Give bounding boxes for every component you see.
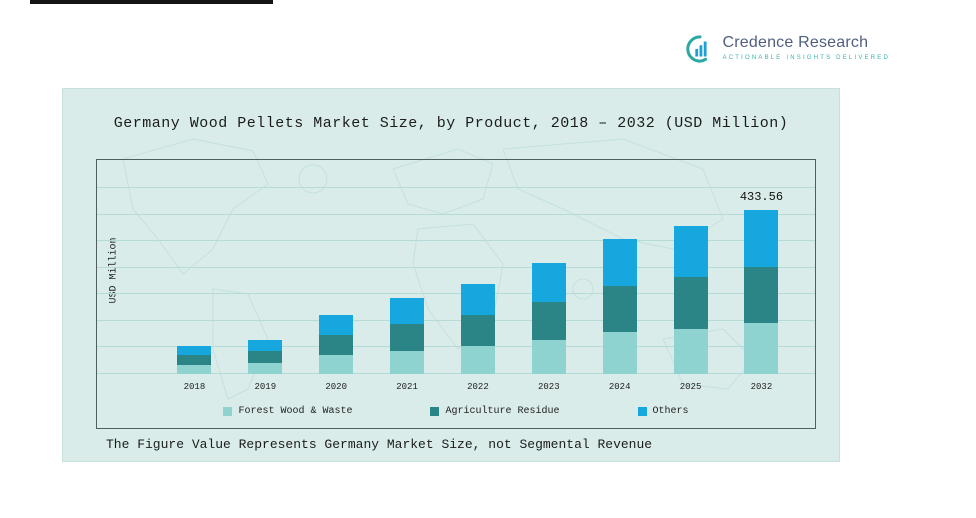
bar-segment <box>460 283 495 315</box>
bar-segment <box>602 332 637 374</box>
x-axis-line <box>97 373 815 374</box>
chart-plot-box: USD Million 2018 2019 2020 2021 2022 2023 2024… <box>96 159 816 429</box>
x-tick-label: 2032 <box>750 382 773 392</box>
bar-segment <box>531 301 566 340</box>
footnote: The Figure Value Represents Germany Mark… <box>106 437 653 452</box>
bar-segment <box>248 351 283 363</box>
bar-segment <box>460 315 495 347</box>
bar-group-2019: 2019 <box>248 160 283 394</box>
bar-segment <box>744 266 779 324</box>
legend-label-forest: Forest Wood & Waste <box>238 405 353 417</box>
bar-group-2023: 2023 <box>531 160 566 394</box>
bar-segment <box>390 324 425 351</box>
gridline <box>97 293 815 295</box>
bar-segment <box>744 210 779 267</box>
x-tick-label: 2024 <box>608 382 631 392</box>
bar-segment <box>390 350 425 374</box>
bar-group-2022: 2022 <box>460 160 495 394</box>
bar-stack <box>673 225 708 374</box>
chart-title: Germany Wood Pellets Market Size, by Pro… <box>113 115 789 132</box>
bar-segment <box>177 355 212 365</box>
bar-stack <box>531 263 566 374</box>
bar-stack <box>177 345 212 374</box>
gridline <box>97 319 815 321</box>
legend-item-others: Others <box>637 405 689 417</box>
gridline <box>97 266 815 268</box>
brand-logo: Credence Research Actionable Insights De… <box>685 34 891 64</box>
bar-segment <box>390 298 425 325</box>
legend-item-agriculture: Agriculture Residue <box>430 405 560 417</box>
bar-group-2024: 2024 <box>602 160 637 394</box>
x-tick-label: 2022 <box>467 382 489 392</box>
bar-stack <box>248 339 283 374</box>
legend-label-others: Others <box>652 405 689 417</box>
bar-stack <box>602 239 637 374</box>
bar-segment <box>531 263 566 302</box>
gridline <box>97 187 815 188</box>
window-artifact-bar <box>30 0 273 4</box>
legend-swatch-others <box>637 406 647 416</box>
bar-segment <box>319 355 354 374</box>
x-tick-label: 2025 <box>679 382 702 392</box>
brand-name: Credence Research <box>722 34 869 51</box>
chart-legend: Forest Wood & Waste Agriculture Residue … <box>97 394 815 428</box>
bar-segment <box>319 315 354 336</box>
bar-stack <box>460 283 495 374</box>
bar-segment <box>319 335 354 356</box>
bar-segment <box>673 328 708 374</box>
legend-swatch-forest <box>223 406 233 416</box>
x-tick-label: 2019 <box>254 382 277 392</box>
bar-group-2032: 433.56 2032 <box>740 160 783 394</box>
bar-segment <box>177 364 212 374</box>
x-tick-label: 2020 <box>325 382 347 392</box>
legend-item-forest: Forest Wood & Waste <box>223 406 352 417</box>
bar-group-2021: 2021 <box>390 160 425 394</box>
legend-swatch-agriculture <box>430 406 440 416</box>
bar-segment <box>673 225 708 278</box>
x-tick-label: 2021 <box>396 382 418 392</box>
gridline <box>97 213 815 215</box>
bar-group-2018: 2018 <box>177 160 212 394</box>
brand-tagline: Actionable Insights Delivered <box>722 55 890 61</box>
bar-segment <box>177 345 212 356</box>
bar-segment <box>744 323 779 374</box>
bar-segment <box>248 339 283 352</box>
bar-group-2025: 2025 <box>673 160 708 394</box>
x-tick-label: 2023 <box>538 382 560 392</box>
chart-panel: Germany Wood Pellets Market Size, by Pro… <box>62 88 840 462</box>
plot-area: USD Million 2018 2019 2020 2021 2022 2023 2024… <box>97 160 815 394</box>
bar-stack <box>744 210 779 374</box>
bar-chart-circle-icon <box>685 35 707 63</box>
bar-segment <box>673 277 708 329</box>
legend-label-agriculture: Agriculture Residue <box>445 405 560 417</box>
bar-stack <box>319 315 354 374</box>
bar-segment <box>248 362 283 374</box>
data-label-433-56: 433.56 <box>739 190 784 205</box>
bar-group-2020: 2020 <box>319 160 354 394</box>
x-tick-label: 2018 <box>183 382 206 392</box>
bar-stack <box>390 298 425 374</box>
bar-segment <box>531 339 566 374</box>
bar-segment <box>602 239 637 286</box>
bar-segment <box>460 346 495 374</box>
bar-segment <box>602 285 637 333</box>
gridline <box>97 346 815 348</box>
gridline <box>97 240 815 242</box>
